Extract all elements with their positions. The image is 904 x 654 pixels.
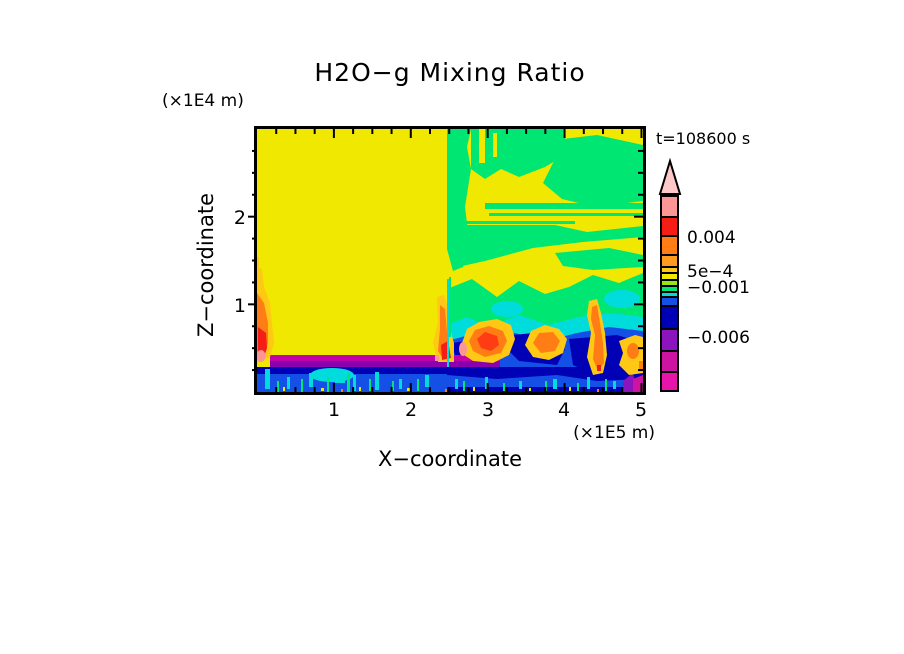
colorbar-segment-magenta	[662, 352, 677, 373]
x-tick-label-1: 1	[327, 399, 341, 421]
colorbar-segment-orange	[662, 237, 677, 256]
colorbar	[660, 195, 679, 392]
y-axis-unit-label: (×1E4 m)	[162, 91, 244, 111]
x-axis-title: X−coordinate	[378, 447, 522, 471]
contour-field	[257, 129, 643, 392]
y-tick-label-2: 2	[233, 207, 246, 229]
colorbar-label-0: 0.004	[687, 228, 736, 248]
colorbar-arrow-tip	[658, 158, 682, 195]
colorbar-segment-orange2	[662, 256, 677, 268]
y-axis-title: Z−coordinate	[194, 193, 218, 337]
x-tick-label-3: 3	[481, 399, 495, 421]
upper-right-green-region	[447, 129, 643, 271]
left-wall-plume	[257, 257, 274, 362]
colorbar-label-2: −0.001	[687, 278, 750, 298]
x-tick-label-4: 4	[557, 399, 571, 421]
inversion-strip	[270, 355, 500, 367]
y-tick-label-1: 1	[233, 295, 246, 317]
colorbar-segment-gold	[662, 268, 677, 274]
colorbar-segment-green	[662, 287, 677, 293]
right-wall-warm-patch	[619, 335, 643, 375]
x-axis-unit-label: (×1E5 m)	[573, 423, 655, 443]
colorbar-segment-salmon	[662, 197, 677, 218]
x-tick-label-2: 2	[404, 399, 418, 421]
orange-plume-right	[587, 299, 607, 375]
colorbar-segment-red	[662, 218, 677, 237]
warm-core-a	[459, 319, 515, 363]
plot-frame	[254, 126, 646, 395]
colorbar-segment-lime	[662, 281, 677, 287]
time-annotation: t=108600 s	[656, 129, 751, 148]
surface-speckles	[265, 369, 643, 392]
colorbar-label-3: −0.006	[687, 328, 750, 348]
colorbar-label-1: 5e−4	[687, 262, 734, 282]
colorbar-segment-blue	[662, 298, 677, 307]
x-tick-label-5: 5	[634, 399, 648, 421]
boundary-filaments	[447, 277, 451, 367]
colorbar-segment-magenta2	[662, 373, 677, 390]
colorbar-segment-cyan	[662, 293, 677, 298]
colorbar-segment-yellow	[662, 274, 677, 281]
warm-core-b	[525, 325, 567, 360]
chart-title: H2O−g Mixing Ratio	[314, 58, 586, 87]
colorbar-segment-navy	[662, 307, 677, 330]
colorbar-segment-purple	[662, 330, 677, 352]
